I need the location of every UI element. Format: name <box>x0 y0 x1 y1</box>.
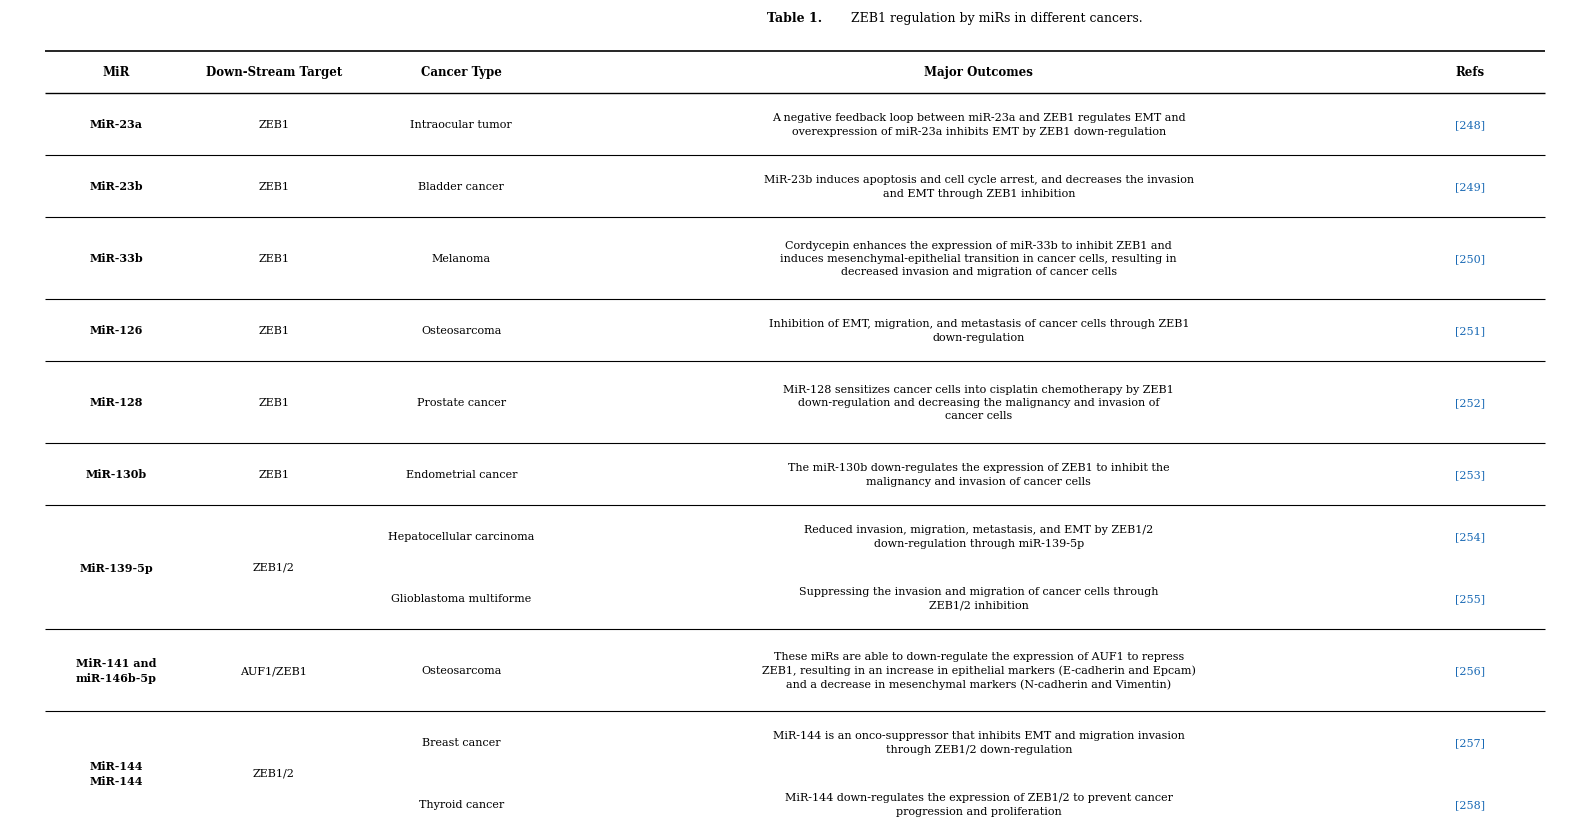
Text: Breast cancer: Breast cancer <box>421 737 501 747</box>
Text: MiR-141 and
miR-146b-5p: MiR-141 and miR-146b-5p <box>76 658 157 683</box>
Text: AUF1/ZEB1: AUF1/ZEB1 <box>240 665 307 675</box>
Text: ZEB1: ZEB1 <box>258 397 289 408</box>
Text: MiR-128: MiR-128 <box>89 397 143 408</box>
Text: MiR-33b: MiR-33b <box>89 253 143 265</box>
Text: ZEB1/2: ZEB1/2 <box>253 563 294 572</box>
Text: A negative feedback loop between miR-23a and ZEB1 regulates EMT and
overexpressi: A negative feedback loop between miR-23a… <box>771 113 1186 137</box>
Text: ZEB1: ZEB1 <box>258 254 289 264</box>
Text: Thyroid cancer: Thyroid cancer <box>418 799 504 809</box>
Text: [256]: [256] <box>1455 665 1485 675</box>
Text: Endometrial cancer: Endometrial cancer <box>405 469 517 479</box>
Text: Melanoma: Melanoma <box>432 254 491 264</box>
Text: Cancer Type: Cancer Type <box>421 66 502 79</box>
Text: Table 1.: Table 1. <box>768 12 822 25</box>
Text: [258]: [258] <box>1455 799 1485 809</box>
Text: [248]: [248] <box>1455 120 1485 130</box>
Text: [252]: [252] <box>1455 397 1485 408</box>
Text: The miR-130b down-regulates the expression of ZEB1 to inhibit the
malignancy and: The miR-130b down-regulates the expressi… <box>789 463 1170 486</box>
Text: Suppressing the invasion and migration of cancer cells through
ZEB1/2 inhibition: Suppressing the invasion and migration o… <box>800 586 1159 610</box>
Text: Prostate cancer: Prostate cancer <box>417 397 506 408</box>
Text: MiR-144 down-regulates the expression of ZEB1/2 to prevent cancer
progression an: MiR-144 down-regulates the expression of… <box>785 793 1173 816</box>
Text: MiR-23b induces apoptosis and cell cycle arrest, and decreases the invasion
and : MiR-23b induces apoptosis and cell cycle… <box>763 175 1194 198</box>
Text: [254]: [254] <box>1455 532 1485 541</box>
Text: MiR: MiR <box>103 66 130 79</box>
Text: ZEB1: ZEB1 <box>258 182 289 192</box>
Text: Osteosarcoma: Osteosarcoma <box>421 326 501 336</box>
Text: ZEB1/2: ZEB1/2 <box>253 768 294 778</box>
Text: MiR-23b: MiR-23b <box>89 181 143 192</box>
Text: Major Outcomes: Major Outcomes <box>924 66 1034 79</box>
Text: ZEB1: ZEB1 <box>258 326 289 336</box>
Text: Reduced invasion, migration, metastasis, and EMT by ZEB1/2
down-regulation throu: Reduced invasion, migration, metastasis,… <box>805 525 1153 548</box>
Text: [251]: [251] <box>1455 326 1485 336</box>
Text: Osteosarcoma: Osteosarcoma <box>421 665 501 675</box>
Text: Intraocular tumor: Intraocular tumor <box>410 120 512 130</box>
Text: Bladder cancer: Bladder cancer <box>418 182 504 192</box>
Text: MiR-130b: MiR-130b <box>86 469 146 480</box>
Text: ZEB1: ZEB1 <box>258 120 289 130</box>
Text: [257]: [257] <box>1455 737 1485 747</box>
Text: ZEB1 regulation by miRs in different cancers.: ZEB1 regulation by miRs in different can… <box>847 12 1143 25</box>
Text: Refs: Refs <box>1455 66 1485 79</box>
Text: [255]: [255] <box>1455 593 1485 604</box>
Text: Cordycepin enhances the expression of miR-33b to inhibit ZEB1 and
induces mesenc: Cordycepin enhances the expression of mi… <box>781 241 1177 277</box>
Text: [253]: [253] <box>1455 469 1485 479</box>
Text: [249]: [249] <box>1455 182 1485 192</box>
Text: MiR-144
MiR-144: MiR-144 MiR-144 <box>89 760 143 786</box>
Text: Inhibition of EMT, migration, and metastasis of cancer cells through ZEB1
down-r: Inhibition of EMT, migration, and metast… <box>768 319 1189 342</box>
Text: MiR-126: MiR-126 <box>89 325 143 336</box>
Text: MiR-144 is an onco-suppressor that inhibits EMT and migration invasion
through Z: MiR-144 is an onco-suppressor that inhib… <box>773 731 1185 753</box>
Text: Down-Stream Target: Down-Stream Target <box>205 66 342 79</box>
Text: MiR-23a: MiR-23a <box>89 120 143 130</box>
Text: ZEB1: ZEB1 <box>258 469 289 479</box>
Text: MiR-139-5p: MiR-139-5p <box>80 562 153 572</box>
Text: These miRs are able to down-regulate the expression of AUF1 to repress
ZEB1, res: These miRs are able to down-regulate the… <box>762 651 1196 689</box>
Text: [250]: [250] <box>1455 254 1485 264</box>
Text: Hepatocellular carcinoma: Hepatocellular carcinoma <box>388 532 534 541</box>
Text: MiR-128 sensitizes cancer cells into cisplatin chemotherapy by ZEB1
down-regulat: MiR-128 sensitizes cancer cells into cis… <box>784 384 1173 421</box>
Text: Glioblastoma multiforme: Glioblastoma multiforme <box>391 593 531 604</box>
